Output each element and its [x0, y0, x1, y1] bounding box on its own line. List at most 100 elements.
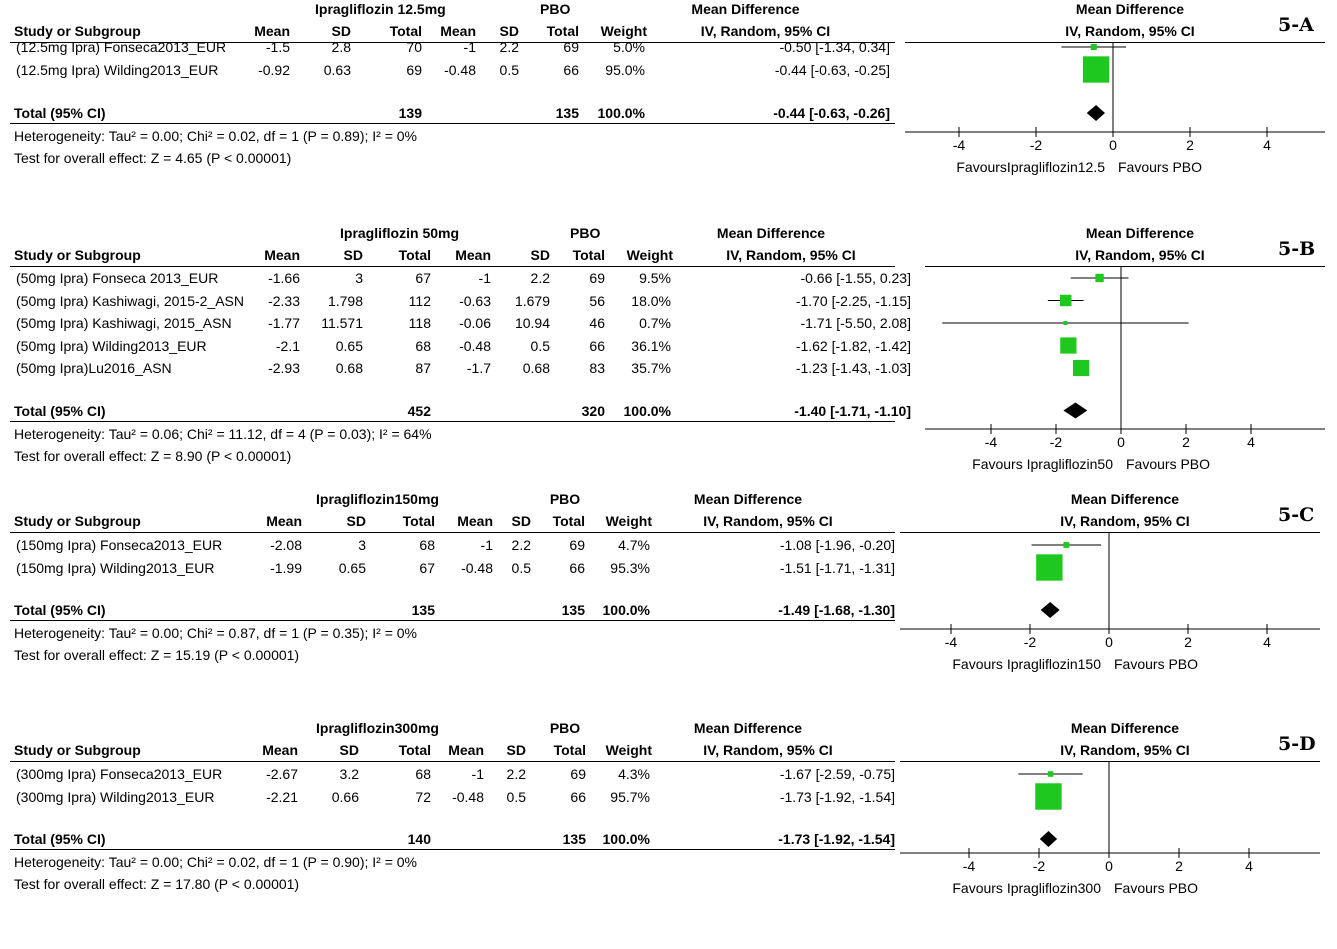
x-tick-label: 0 [1105, 634, 1113, 650]
study-sd-pbo: 2.2 [530, 270, 550, 286]
study-box [1072, 359, 1090, 377]
header-total: Total [402, 513, 435, 529]
favours-right-label: Favours PBO [1114, 656, 1199, 672]
study-mean-ipra: -1.77 [268, 315, 300, 331]
header-sd-pbo: SD [511, 513, 531, 529]
x-tick-label: -2 [1033, 858, 1046, 874]
study-name: (50mg Ipra) Wilding2013_EUR [16, 337, 207, 354]
study-sd-pbo: 1.679 [514, 292, 550, 309]
header-total-pbo: Total [552, 513, 585, 529]
header-rule [10, 761, 895, 762]
study-box [1063, 321, 1068, 325]
study-total-pbo: 66 [589, 337, 605, 354]
study-total-pbo: 69 [570, 766, 586, 782]
study-sd-pbo: 2.2 [511, 537, 531, 553]
total-ci: -1.49 [-1.68, -1.30] [778, 602, 895, 618]
total-n-pbo: 320 [581, 402, 605, 419]
study-name: (12.5mg Ipra) Wilding2013_EUR [16, 61, 219, 78]
control-label: PBO [570, 225, 601, 241]
study-total-ipra: 68 [419, 537, 435, 553]
panel-tag: 5-D [1278, 733, 1316, 755]
header-total: Total [389, 23, 422, 39]
study-sd-ipra: 0.65 [338, 559, 366, 576]
forest-header-rule [925, 266, 1325, 267]
total-n-pbo: 135 [562, 831, 586, 847]
study-name: (50mg Ipra) Kashiwagi, 2015_ASN [16, 315, 232, 331]
forest-md-title: Mean Difference [1075, 1, 1185, 17]
x-tick-label: 0 [1117, 434, 1125, 450]
study-sd-ipra: 1.798 [327, 292, 363, 309]
study-total-ipra: 68 [415, 766, 431, 782]
x-tick-label: 4 [1247, 434, 1255, 450]
favours-right-label: Favours PBO [1114, 880, 1199, 896]
pooled-diamond [1039, 831, 1058, 847]
study-mean-ipra: -2.93 [268, 360, 300, 376]
study-ci: -1.73 [-1.92, -1.54] [779, 788, 895, 805]
favours-right-label: Favours PBO [1126, 456, 1211, 472]
x-tick-label: 2 [1186, 137, 1194, 153]
total-n-pbo: 135 [561, 602, 585, 618]
study-total-pbo: 46 [589, 315, 605, 331]
study-weight: 95.7% [610, 788, 650, 805]
favours-right-label: Favours PBO [1118, 159, 1203, 175]
forest-plot: -4 -2 0 2 4 [925, 266, 1325, 450]
study-ci: -1.51 [-1.71, -1.31] [779, 559, 895, 576]
study-mean-pbo: -0.48 [444, 61, 476, 78]
x-tick-label: 4 [1245, 858, 1253, 874]
forest-panel-5-c: Ipragliflozin150mg PBO Mean Difference Mean… [0, 490, 1337, 719]
study-mean-pbo: -1 [478, 270, 491, 286]
pooled-diamond [1063, 402, 1088, 419]
panel-tag: 5-B [1278, 238, 1316, 260]
study-name: (150mg Ipra) Wilding2013_EUR [16, 559, 215, 576]
x-tick-label: -2 [1024, 634, 1037, 650]
forest-header-rule [905, 42, 1325, 43]
header-study: Study or Subgroup [14, 23, 141, 39]
x-tick-label: 0 [1109, 137, 1117, 153]
study-weight: 95.3% [610, 559, 650, 576]
heterogeneity-text: Heterogeneity: Tau² = 0.06; Chi² = 11.12… [14, 425, 432, 442]
total-n-ipra: 452 [407, 402, 431, 419]
header-sd: SD [346, 513, 366, 529]
x-tick-label: -4 [985, 434, 998, 450]
x-tick-label: -4 [953, 137, 966, 153]
study-sd-ipra: 0.63 [323, 61, 351, 78]
x-tick-label: 2 [1182, 434, 1190, 450]
header-sd: SD [339, 742, 359, 758]
study-weight: 0.7% [639, 315, 671, 331]
panel-tag: 5-A [1278, 14, 1314, 36]
study-box [1060, 337, 1077, 354]
control-label: PBO [549, 720, 581, 736]
header-weight: Weight [605, 742, 652, 758]
favours-left-label: FavoursIpragliflozin12.5 [956, 159, 1105, 175]
study-mean-ipra: -1.99 [270, 559, 302, 576]
pooled-diamond [1040, 602, 1060, 618]
favours-left-label: Favours Ipragliflozin300 [952, 880, 1101, 896]
study-ci: -1.23 [-1.43, -1.03] [795, 360, 911, 376]
study-total-pbo: 66 [563, 61, 579, 78]
total-label: Total (95% CI) [14, 831, 106, 847]
study-weight: 4.3% [618, 766, 650, 782]
total-weight: 100.0% [602, 831, 650, 847]
total-rule [10, 849, 895, 850]
study-box [1060, 294, 1072, 307]
study-name: (50mg Ipra)Lu2016_ASN [16, 360, 172, 376]
study-sd-ipra: 3 [355, 270, 363, 286]
total-ci: -1.40 [-1.71, -1.10] [794, 402, 911, 419]
forest-panel-5-b: Ipragliflozin 50mg PBO Mean Difference Mean… [0, 224, 1337, 490]
study-mean-pbo: -0.06 [459, 315, 491, 331]
overall-effect-text: Test for overall effect: Z = 17.80 (P < … [14, 876, 300, 892]
study-name: (12.5mg Ipra) Fonseca2013_EUR [16, 39, 227, 55]
study-total-ipra: 112 [408, 292, 431, 309]
total-n-ipra: 140 [407, 831, 431, 847]
control-label: PBO [540, 1, 571, 17]
control-label: PBO [549, 491, 581, 507]
study-mean-ipra: -2.08 [270, 537, 302, 553]
study-sd-pbo: 0.5 [530, 337, 550, 354]
study-mean-ipra: -0.92 [258, 61, 290, 78]
heterogeneity-text: Heterogeneity: Tau² = 0.00; Chi² = 0.02,… [14, 854, 417, 870]
x-tick-label: -4 [945, 634, 958, 650]
study-mean-pbo: -0.48 [461, 559, 493, 576]
header-weight: Weight [605, 513, 652, 529]
forest-panel-5-a: Ipragliflozin 12.5mg PBO Mean Difference Me… [0, 0, 1337, 229]
total-n-ipra: 135 [411, 602, 435, 618]
